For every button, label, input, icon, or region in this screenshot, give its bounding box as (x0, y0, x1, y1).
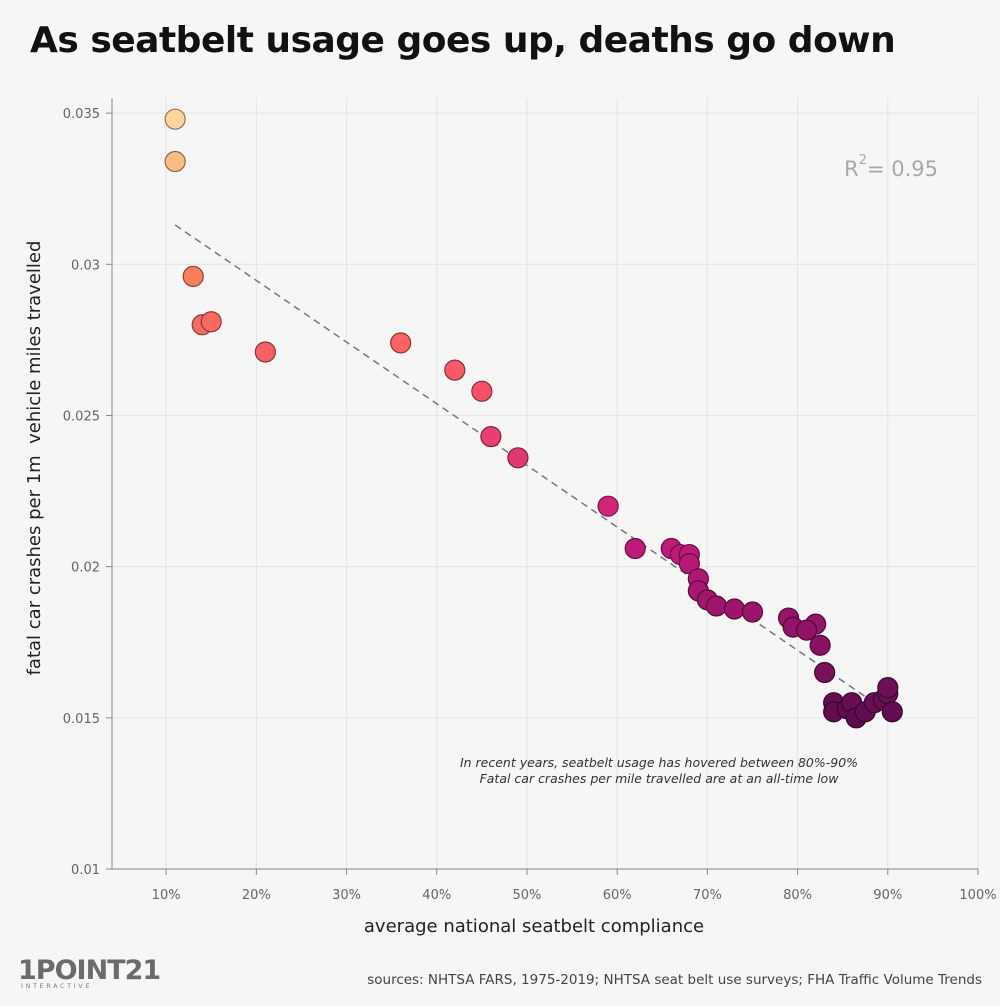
x-tick-label: 10% (152, 888, 181, 903)
data-point (200, 311, 222, 333)
data-point (471, 380, 493, 402)
scatter-chart: 10% 20% 30% 40% 50% 60% 70% 80% 90% 100% 0.010.01… (24, 98, 997, 937)
r-squared-label: R2= 0.95 (844, 153, 938, 181)
y-tick-label: 0.02 (71, 561, 100, 576)
data-point (390, 332, 412, 354)
x-tick-label: 90% (873, 888, 902, 903)
x-tick-label: 70% (693, 888, 722, 903)
y-tick-label: 0.01 (71, 863, 100, 878)
data-points (164, 108, 903, 729)
y-tick-label: 0.03 (71, 258, 100, 273)
grid-lines (112, 98, 979, 870)
data-point (254, 341, 276, 363)
data-point (809, 634, 831, 656)
y-axis-label: fatal car crashes per 1m vehicle miles t… (24, 241, 45, 676)
x-tick-label: 60% (603, 888, 632, 903)
data-point (796, 619, 818, 641)
x-tick-label: 50% (513, 888, 542, 903)
r-squared-prefix: R (844, 157, 859, 181)
x-tick-label: 100% (959, 888, 996, 903)
data-point (444, 359, 466, 381)
annotation-line-1: In recent years, seatbelt usage has hove… (460, 755, 858, 770)
data-point (723, 598, 746, 620)
brand-logo: 1POINT21 INTERACTIVE (18, 955, 161, 995)
annotation-line-2: Fatal car crashes per mile travelled are… (480, 771, 840, 786)
sources-note: sources: NHTSA FARS, 1975-2019; NHTSA se… (367, 972, 982, 988)
data-point (164, 108, 186, 130)
r-squared-superscript: 2 (859, 153, 867, 168)
r-squared-value: = 0.95 (867, 157, 938, 181)
data-point (741, 601, 764, 623)
data-point (182, 265, 204, 287)
y-tick-label: 0.015 (63, 712, 100, 727)
data-point (480, 426, 502, 448)
data-point (624, 537, 646, 560)
chart-title: As seatbelt usage goes up, deaths go dow… (30, 20, 896, 61)
data-point (164, 150, 186, 173)
logo-subtitle: INTERACTIVE (21, 982, 93, 990)
x-axis-ticks: 10% 20% 30% 40% 50% 60% 70% 80% 90% 100% (152, 869, 997, 903)
data-point (881, 701, 903, 723)
x-tick-label: 40% (422, 888, 451, 903)
y-axis-ticks: 0.01 0.015 0.02 0.025 0.03 0.035 (63, 107, 112, 878)
y-tick-label: 0.025 (63, 409, 100, 424)
data-point (814, 661, 836, 684)
data-point (705, 595, 727, 617)
x-tick-label: 20% (242, 888, 271, 903)
x-axis-label: average national seatbelt compliance (364, 916, 704, 937)
y-tick-label: 0.035 (63, 107, 100, 122)
data-point (877, 676, 899, 699)
data-point (597, 495, 619, 517)
x-tick-label: 80% (783, 888, 812, 903)
data-point (507, 447, 529, 469)
x-tick-label: 30% (332, 888, 361, 903)
axes (111, 98, 978, 870)
logo-wordmark: 1POINT21 (18, 955, 161, 986)
